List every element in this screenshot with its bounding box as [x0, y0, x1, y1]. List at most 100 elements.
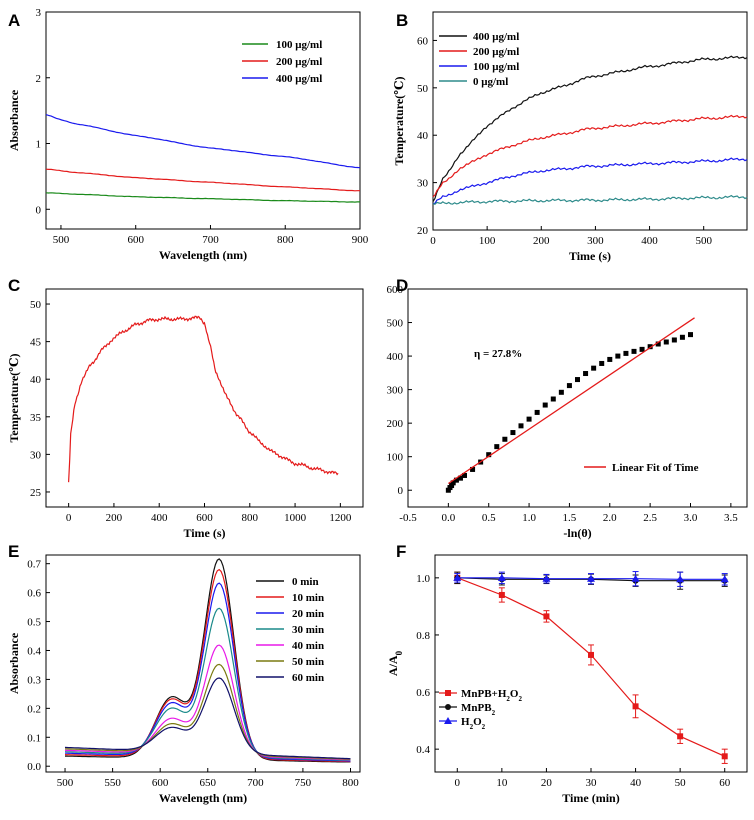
y-tick-label: 200 — [387, 418, 404, 430]
series-line — [64, 677, 351, 760]
y-tick-label: 25 — [30, 487, 42, 499]
legend-label: 60 min — [292, 672, 324, 684]
y-tick-label: 400 — [387, 351, 404, 363]
legend-label: MnPB2 — [461, 702, 496, 717]
series-line — [65, 558, 351, 763]
y-tick-label: 1.0 — [416, 573, 430, 585]
panel-letter-B: B — [396, 11, 408, 30]
y-tick-label: 0.2 — [27, 703, 41, 715]
x-tick-label: 0 — [455, 777, 461, 789]
y-tick-label: 30 — [30, 449, 42, 461]
series-line — [65, 663, 351, 760]
series-line — [432, 194, 748, 205]
data-point — [583, 371, 589, 377]
legend-label: 100 μg/ml — [276, 39, 322, 51]
legend-label: MnPB+H2O2 — [461, 688, 522, 703]
data-point — [510, 430, 516, 436]
data-point — [623, 350, 629, 356]
data-point — [607, 356, 613, 362]
data-point — [647, 344, 653, 350]
x-tick-label: 600 — [196, 512, 213, 524]
fit-line — [447, 317, 695, 485]
legend-label: 100 μg/ml — [473, 61, 519, 73]
x-tick-label: 60 — [719, 777, 731, 789]
y-tick-label: 0.5 — [27, 617, 41, 629]
y-tick-label: 0.3 — [27, 674, 41, 686]
x-tick-label: 600 — [127, 234, 144, 246]
marker-square — [498, 591, 505, 598]
data-point — [639, 346, 645, 352]
series-line — [432, 114, 748, 198]
data-point — [470, 466, 476, 472]
legend-subscript: 2 — [506, 695, 510, 703]
legend-label: 50 min — [292, 656, 324, 668]
y-tick-label: 0.6 — [27, 588, 41, 600]
marker-square — [632, 703, 639, 710]
panel-letter-F: F — [396, 542, 406, 561]
legend-label: 200 μg/ml — [473, 46, 519, 58]
y-axis-label: Temperature(℃) — [392, 76, 406, 165]
x-tick-label: 800 — [242, 512, 259, 524]
y-tick-label: 50 — [417, 83, 429, 95]
y-axis-label: A/A0 — [386, 650, 404, 676]
series-line — [68, 315, 339, 483]
legend-marker — [445, 690, 451, 696]
legend-label: Linear Fit of Time — [612, 462, 699, 474]
data-point — [450, 480, 456, 486]
legend-text: MnPB — [461, 702, 492, 714]
data-point — [462, 472, 467, 478]
y-tick-label: 1 — [36, 139, 42, 151]
data-point — [534, 409, 540, 415]
x-axis-label: -ln(θ) — [563, 526, 591, 540]
y-tick-label: 45 — [30, 337, 42, 349]
x-axis-label: Time (min) — [562, 791, 619, 805]
data-point — [575, 377, 580, 383]
x-tick-label: 400 — [641, 235, 658, 247]
panel-letter-C: C — [8, 276, 20, 295]
plot-frame — [45, 288, 364, 508]
legend-text: O — [510, 688, 519, 700]
y-tick-label: 300 — [387, 385, 404, 397]
y-tick-label: 50 — [30, 299, 42, 311]
x-tick-label: 2.0 — [603, 512, 617, 524]
data-point — [655, 341, 661, 347]
y-tick-label: 0.1 — [27, 732, 41, 744]
y-tick-label: 0 — [36, 204, 42, 216]
x-tick-label: 3.5 — [724, 512, 738, 524]
x-tick-label: 0 — [430, 235, 436, 247]
marker-square — [588, 651, 594, 658]
x-tick-label: 0.0 — [441, 512, 455, 524]
y-axis-label: Absorbance — [7, 89, 21, 151]
legend-label: 200 μg/ml — [276, 56, 322, 68]
x-tick-label: 500 — [53, 234, 70, 246]
legend-subscript: 2 — [470, 723, 474, 731]
y-tick-label: 500 — [387, 318, 404, 330]
x-tick-label: 1000 — [284, 512, 307, 524]
y-tick-label: 0.7 — [27, 559, 41, 571]
x-tick-label: 900 — [352, 234, 369, 246]
x-tick-label: 750 — [295, 777, 312, 789]
y-tick-label: 0.0 — [27, 761, 41, 773]
series-line — [45, 114, 361, 169]
y-tick-label: 40 — [417, 130, 429, 142]
data-point — [526, 416, 532, 422]
data-point — [615, 353, 621, 359]
legend-label: 400 μg/ml — [473, 31, 519, 43]
x-tick-label: 0.5 — [482, 512, 496, 524]
marker-triangle — [631, 574, 640, 582]
legend-subscript: 2 — [482, 723, 486, 731]
x-tick-label: 50 — [675, 777, 687, 789]
panel-c: C 0 200 400 600 800 1000 1200 25 30 35 40 45 50 Time (… — [7, 276, 364, 540]
data-point — [566, 383, 572, 389]
series-line — [65, 582, 351, 762]
x-tick-label: 550 — [104, 777, 121, 789]
legend-label: 10 min — [292, 592, 324, 604]
series-line — [45, 192, 360, 203]
y-tick-label: 60 — [417, 35, 429, 47]
marker-triangle — [542, 574, 551, 582]
x-tick-label: 500 — [57, 777, 74, 789]
legend-marker — [445, 704, 451, 710]
x-tick-label: 3.0 — [684, 512, 698, 524]
y-tick-label: 100 — [387, 452, 404, 464]
